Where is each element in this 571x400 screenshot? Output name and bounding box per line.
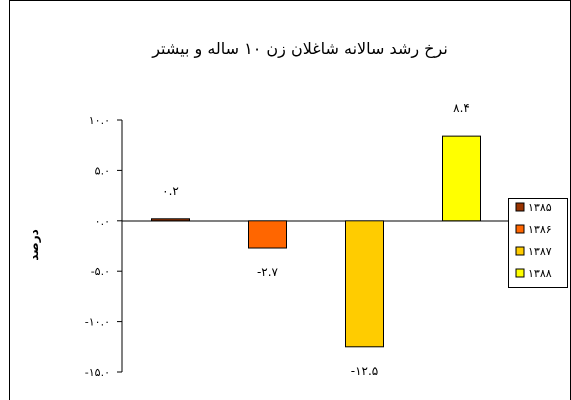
legend-swatch-2 (515, 224, 525, 234)
chart-frame (9, 0, 571, 400)
legend-label-1: ۱۳۸۵ (528, 201, 552, 214)
legend-swatch-3 (515, 246, 525, 256)
data-label-4: ۸.۴ (453, 101, 470, 115)
bar-2[interactable] (248, 220, 287, 249)
y-tick-label: -۱۰.۰ (85, 316, 110, 329)
bar-3[interactable] (345, 220, 384, 348)
legend-label-2: ۱۳۸۶ (528, 223, 552, 236)
data-label-3: -۱۲.۵ (351, 364, 378, 378)
data-label-1: ۰.۲ (162, 184, 179, 198)
data-label-2: -۲.۷ (257, 265, 279, 279)
bar-4[interactable] (442, 135, 481, 222)
y-axis-label: درصد (27, 229, 41, 261)
legend-label-3: ۱۳۸۷ (528, 245, 552, 258)
legend-swatch-4 (515, 268, 525, 278)
legend-swatch-1 (515, 202, 525, 212)
y-tick-label: ۰.۰ (95, 215, 110, 228)
y-tick-label: -۵.۰ (91, 265, 110, 278)
y-tick-label: ۵.۰ (95, 164, 110, 177)
legend-label-4: ۱۳۸۸ (528, 267, 552, 280)
bar-1[interactable] (151, 218, 190, 222)
y-tick-label: ۱۰.۰ (89, 114, 110, 127)
chart-title: نرخ رشد سالانه شاغلان زن ۱۰ ساله و بیشتر (151, 39, 448, 59)
y-tick-label: -۱۵.۰ (85, 366, 110, 379)
